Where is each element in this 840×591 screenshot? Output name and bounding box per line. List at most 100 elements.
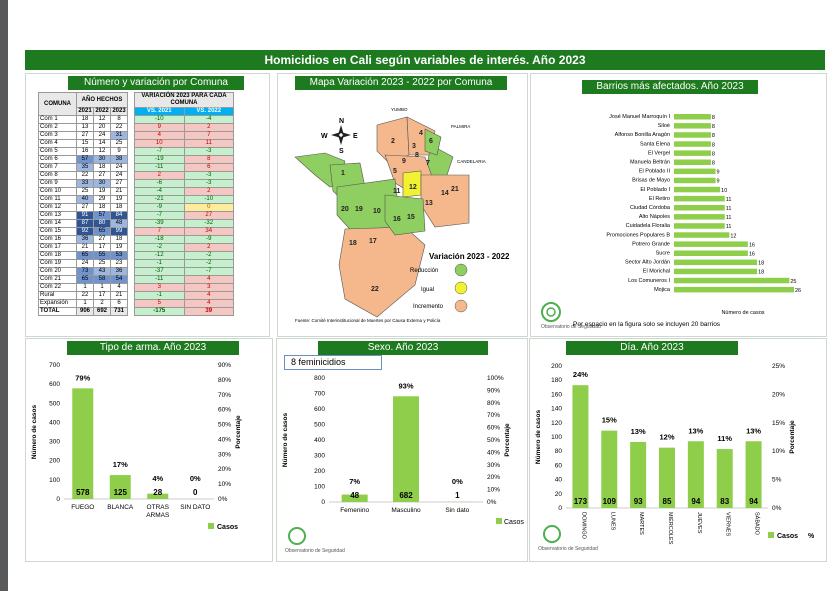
bar-value-label: 173: [574, 497, 588, 506]
category-label: JUEVES: [696, 512, 702, 534]
year-2023-cell: 25: [110, 139, 128, 148]
vs-2022-cell: 6: [183, 163, 234, 172]
barrio-bar: [674, 132, 711, 138]
comuna-cell: Com 16: [38, 235, 77, 244]
bar: [109, 475, 131, 499]
barrio-bar: [674, 168, 716, 175]
vs-2022-cell: 11: [183, 139, 234, 148]
table-row: Com 12 27 18 18 -9 0: [38, 203, 234, 212]
y-tick-label: 500: [314, 422, 325, 429]
arma-chart: 0 100 200 300 400 500 600 700 0% 10% 20% 30% 40% 50% 6…: [31, 362, 242, 531]
observatorio-logo-text: Observatorio de Seguridad: [541, 324, 601, 330]
compass-s: S: [339, 148, 344, 155]
year-2023-cell: 23: [110, 259, 128, 268]
vs-2021-cell: -11: [134, 163, 185, 172]
year-2023-cell: 22: [110, 123, 128, 132]
barrio-bar: [674, 286, 794, 293]
barrio-label: Sector Alto Jordán: [625, 260, 670, 266]
y-tick-label: 500: [49, 400, 60, 407]
category-label: VIERNES: [725, 512, 731, 536]
observatorio-logo-text: Observatorio de Seguridad: [538, 546, 598, 552]
y-tick-label: 100: [551, 434, 562, 441]
vs-2022-cell: 8: [183, 155, 234, 164]
barrio-label: El Vergel: [648, 150, 670, 156]
y2-tick-label: 10%: [772, 448, 785, 455]
category-label: OTRAS: [147, 504, 170, 511]
col-comuna-header: COMUNA: [38, 92, 77, 116]
year-2022-cell: 19: [93, 187, 111, 196]
barrio-bar: [674, 114, 711, 120]
category-label: SÁBADO: [754, 512, 761, 536]
vs-2022-cell: 34: [183, 227, 234, 236]
bar: [601, 430, 618, 508]
comuna-cell: Com 22: [38, 283, 77, 292]
table-row: Com 16 36 27 18 -18 -9: [38, 235, 234, 244]
barrio-bar: [674, 123, 711, 129]
y-tick-label: 200: [49, 458, 60, 465]
y-tick-label: 140: [551, 406, 562, 413]
vs-2022-cell: 4: [183, 299, 234, 308]
barrio-bar: [674, 250, 748, 256]
comuna-cell: Com 15: [38, 227, 77, 236]
barrios-note: Por espacio en la figura solo se incluye…: [573, 321, 721, 328]
year-2022-cell: 1: [93, 283, 111, 292]
barrio-value: 25: [790, 279, 796, 285]
barrio-bar: [674, 159, 711, 165]
year-2023-cell: 24: [110, 171, 128, 180]
year-2022-cell: 29: [93, 195, 111, 204]
year-2023-cell: 18: [110, 203, 128, 212]
vs-2021-cell: -4: [134, 187, 185, 196]
y2-tick-label: 60%: [487, 425, 500, 432]
vs-2022-cell: 2: [183, 243, 234, 252]
y-tick-label: 200: [314, 468, 325, 475]
y-tick-label: 0: [321, 499, 325, 506]
category-label: SIN DATO: [180, 504, 210, 511]
barrio-value: 10: [721, 188, 727, 194]
legend-reduction-swatch: [454, 263, 468, 277]
barrio-value: 11: [726, 206, 732, 212]
year-2023-header: 2023: [110, 107, 128, 116]
percent-label: 79%: [75, 373, 90, 382]
vs-2022-cell: -2: [183, 251, 234, 260]
vs-2022-cell: 39: [183, 307, 234, 316]
map-zone-center: [384, 194, 426, 236]
year-2022-cell: 2: [93, 299, 111, 308]
comuna-cell: Expansión: [38, 299, 77, 308]
legend-swatch: [208, 523, 214, 529]
barrio-label: Potrero Grande: [632, 241, 670, 247]
year-2022-cell: 27: [93, 171, 111, 180]
year-2022-cell: 17: [93, 243, 111, 252]
year-2023-cell: 19: [110, 195, 128, 204]
barrio-label: Cuidadela Floralia: [626, 223, 671, 229]
observatorio-logo-text: Observatorio de Seguridad: [285, 548, 345, 554]
table-row: Com 2 13 20 22 9 2: [38, 123, 234, 132]
table-row: Com 20 73 43 36 -37 -7: [38, 267, 234, 276]
year-2023-cell: 8: [110, 115, 128, 124]
barrio-bar: [674, 150, 711, 156]
y2-tick-label: 20%: [487, 474, 500, 481]
year-2021-cell: 33: [76, 179, 94, 188]
year-2021-cell: 1: [76, 283, 94, 292]
map-label-11: 11: [393, 188, 401, 195]
vs-2022-cell: -3: [183, 179, 234, 188]
comuna-cell: Com 8: [38, 171, 77, 180]
bar-value-label: 1: [455, 491, 460, 500]
y2-tick-label: 50%: [487, 437, 500, 444]
bar-value-label: 682: [399, 491, 413, 500]
table-row: Com 11 40 29 19 -21 -10: [38, 195, 234, 204]
vs-2021-cell: -10: [134, 115, 185, 124]
vs-2021-cell: -1: [134, 291, 185, 300]
barrios-panel-header: Barrios más afectados. Año 2023: [582, 80, 758, 94]
year-2021-cell: 15: [76, 139, 94, 148]
barrio-bar: [674, 268, 758, 275]
y2-axis-title: Porcentaje: [789, 420, 796, 454]
legend-swatch: [768, 532, 774, 538]
y2-tick-label: 40%: [218, 436, 231, 443]
barrio-bar: [674, 186, 721, 193]
vs-2021-cell: 3: [134, 283, 185, 292]
year-2021-cell: 40: [76, 195, 94, 204]
barrio-bar: [674, 232, 730, 238]
barrio-value: 8: [712, 161, 715, 167]
year-2021-cell: 22: [76, 291, 94, 300]
table-subheader-row: 2021 2022 2023 VS. 2021 VS. 2022: [39, 107, 234, 116]
